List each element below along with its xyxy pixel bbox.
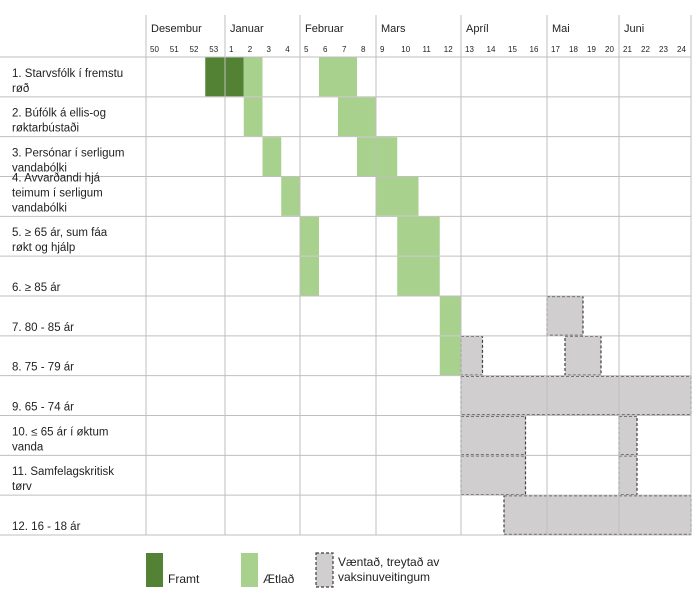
week-label: 1 <box>229 45 234 54</box>
gantt-bar-planned <box>300 256 319 296</box>
gantt-bar-planned <box>281 177 300 216</box>
gantt-bar-expected <box>564 335 602 376</box>
row-label: 9. 65 - 74 ár <box>12 402 74 414</box>
legend-label: Ætlað <box>263 572 295 586</box>
month-label: Apríl <box>466 23 489 35</box>
legend-swatch-planned <box>241 553 258 587</box>
week-label: 18 <box>569 45 578 54</box>
gantt-bar-planned <box>439 336 461 376</box>
legend-label: vaksinuveitingum <box>338 570 430 584</box>
week-label: 3 <box>267 45 272 54</box>
week-label: 22 <box>641 45 650 54</box>
row-label: 4. Avvarðandi hjá <box>12 172 101 184</box>
legend-label: Framt <box>168 572 200 586</box>
week-label: 2 <box>248 45 253 54</box>
week-label: 19 <box>587 45 596 54</box>
row-label: 10. ≤ 65 ár í øktum <box>12 426 108 438</box>
row-label: 11. Samfelagskritisk <box>12 466 114 478</box>
gantt-bar-expected <box>618 455 638 496</box>
gantt-bar-planned <box>376 177 419 216</box>
week-label: 50 <box>150 45 159 54</box>
gantt-bar-planned <box>243 97 263 137</box>
row-label: røkt og hjálp <box>12 242 75 254</box>
row-label: røktarbústaði <box>12 123 79 135</box>
row-label: 12. 16 - 18 ár <box>12 521 81 533</box>
row-label: 3. Persónar í serligum <box>12 148 125 160</box>
gantt-bar-expected <box>460 375 692 416</box>
row-label: 2. Búfólk á ellis-og <box>12 108 106 120</box>
row-label: vandabólki <box>12 163 67 175</box>
row-label: tørv <box>12 481 32 493</box>
week-label: 23 <box>659 45 668 54</box>
gantt-bar-expected <box>503 495 692 536</box>
gantt-bar-expected <box>546 295 584 336</box>
gantt-bar-planned <box>262 137 282 176</box>
month-label: Mai <box>552 23 570 35</box>
row-label: 8. 75 - 79 ár <box>12 362 74 374</box>
week-label: 4 <box>285 45 290 54</box>
week-label: 5 <box>304 45 309 54</box>
week-label: 11 <box>423 45 432 54</box>
week-label: 10 <box>401 45 410 54</box>
month-label: Juni <box>624 23 644 35</box>
legend-swatch-done <box>146 553 163 587</box>
week-label: 20 <box>605 45 614 54</box>
week-label: 53 <box>209 45 218 54</box>
row-label: 6. ≥ 85 ár <box>12 282 61 294</box>
row-label: 7. 80 - 85 ár <box>12 322 74 334</box>
row-label: røð <box>12 83 29 95</box>
month-label: Desembur <box>151 23 202 35</box>
week-label: 24 <box>677 45 686 54</box>
legend-swatch-expected <box>315 552 334 588</box>
week-label: 7 <box>342 45 347 54</box>
row-label: 5. ≥ 65 ár, sum fáa <box>12 227 108 239</box>
gantt-bar-planned <box>397 216 440 256</box>
week-label: 12 <box>444 45 453 54</box>
gantt-bar-planned <box>300 216 319 256</box>
week-label: 13 <box>465 45 474 54</box>
gantt-bar-planned <box>397 256 440 296</box>
row-label: vanda <box>12 441 44 453</box>
row-label: vandabólki <box>12 202 67 214</box>
row-label: 1. Starvsfólk í fremstu <box>12 68 123 80</box>
week-label: 52 <box>190 45 199 54</box>
gantt-bar-planned <box>319 57 357 97</box>
row-label: teimum í serligum <box>12 187 103 199</box>
week-label: 14 <box>487 45 496 54</box>
month-label: Februar <box>305 23 344 35</box>
gantt-bar-planned <box>357 137 398 176</box>
month-label: Mars <box>381 23 406 35</box>
month-label: Januar <box>230 23 264 35</box>
week-label: 15 <box>508 45 517 54</box>
week-label: 16 <box>530 45 539 54</box>
week-label: 17 <box>551 45 560 54</box>
week-label: 8 <box>361 45 366 54</box>
gantt-bar-expected <box>618 415 638 456</box>
week-label: 9 <box>380 45 385 54</box>
legend-label: Væntað, treytað av <box>338 555 439 569</box>
week-label: 6 <box>323 45 328 54</box>
gantt-bar-planned <box>338 97 376 137</box>
gantt-bar-expected <box>460 335 484 376</box>
week-label: 21 <box>623 45 632 54</box>
gantt-bar-planned <box>439 296 461 336</box>
week-label: 51 <box>170 45 179 54</box>
gantt-bar-expected <box>460 455 527 496</box>
gantt-bar-planned <box>243 57 263 97</box>
gantt-bar-expected <box>460 415 527 456</box>
